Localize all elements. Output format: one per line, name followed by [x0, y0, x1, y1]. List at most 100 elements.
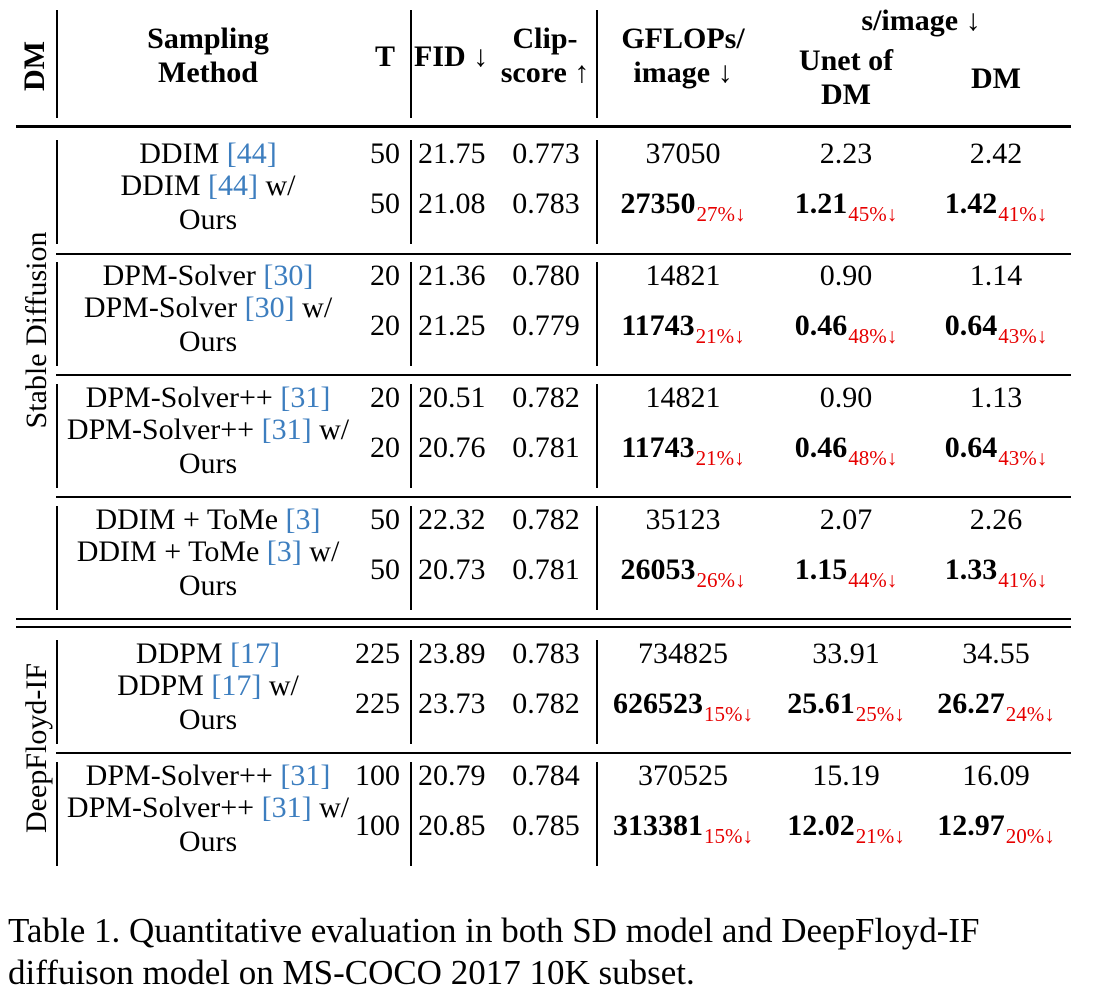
header-rule	[16, 125, 1071, 128]
method-line-ours: Ours	[178, 703, 238, 736]
header-unet-of-dm: Unet of DM	[798, 44, 894, 111]
bold-value: 313381	[613, 809, 703, 842]
gflops-value: 734825	[638, 637, 728, 670]
reduction-percent: 43%↓	[998, 446, 1048, 470]
bold-value: 11743	[621, 309, 695, 342]
reduction-percent: 21%↓	[695, 446, 745, 470]
reduction-percent: 44%↓	[848, 568, 898, 592]
block-rule	[410, 762, 412, 866]
gflops-value: 14821	[645, 259, 721, 292]
dm-time-value: 1.13	[969, 381, 1023, 414]
bold-value: 0.64	[944, 431, 998, 464]
method-line: DPM-Solver++ [31]	[85, 381, 331, 414]
group-label-deepfloyd-if: DeepFloyd-IF	[20, 663, 53, 833]
reduction-percent: 48%↓	[848, 324, 898, 348]
method-line-ours: Ours	[178, 325, 238, 358]
reduction-percent: 43%↓	[998, 324, 1048, 348]
method-line-ours: Ours	[178, 825, 238, 858]
dm-time-value: 0.6443%↓	[945, 309, 1048, 348]
method-line: DDPM [17] w/	[117, 669, 299, 702]
block-rule	[596, 640, 598, 744]
gflops-value: 62652315%↓	[613, 687, 753, 726]
clip-score-value: 0.782	[512, 381, 580, 414]
unet-time-value: 33.91	[812, 637, 880, 670]
unet-time-value: 25.6125%↓	[787, 687, 905, 726]
steps-t: 20	[370, 259, 400, 292]
steps-t: 20	[370, 381, 400, 414]
method-line-ours: Ours	[178, 447, 238, 480]
block-left-rule	[56, 640, 58, 744]
header-dm: DM	[18, 41, 51, 91]
gflops-value: 2735027%↓	[621, 187, 746, 226]
citation-link: [30]	[244, 291, 295, 324]
unet-time-value: 2.23	[819, 137, 873, 170]
steps-t: 50	[370, 553, 400, 586]
unet-time-value: 0.4648%↓	[794, 309, 898, 348]
method-line: DPM-Solver [30] w/	[83, 291, 333, 324]
citation-link: [30]	[263, 259, 314, 292]
fid-value: 20.76	[418, 431, 486, 464]
reduction-percent: 41%↓	[998, 568, 1048, 592]
block-rule	[410, 140, 412, 244]
header-divider	[410, 10, 412, 118]
reduction-percent: 15%↓	[704, 702, 753, 726]
unet-time-value: 15.19	[812, 759, 880, 792]
block-rule	[596, 506, 598, 610]
method-name: DDIM [44]	[139, 137, 276, 171]
block-left-rule	[56, 506, 58, 610]
fid-value: 20.79	[418, 759, 486, 792]
bold-value: 1.21	[794, 187, 848, 220]
steps-t: 20	[370, 309, 400, 342]
block-left-rule	[56, 140, 58, 244]
header-divider	[56, 10, 58, 118]
dm-time-value: 16.09	[962, 759, 1030, 792]
method-line: DDIM [44]	[139, 137, 277, 170]
dm-time-value: 12.9720%↓	[937, 809, 1055, 848]
clip-score-value: 0.784	[512, 759, 580, 792]
header-clip-score: Clip- score ↑	[500, 22, 590, 89]
dm-time-value: 0.6443%↓	[944, 431, 1048, 470]
block-left-rule	[56, 262, 58, 366]
fid-value: 21.08	[418, 187, 486, 220]
method-name: DDIM + ToMe [3]	[95, 503, 320, 537]
bold-value: 26.27	[937, 687, 1005, 720]
citation-link: [31]	[261, 791, 312, 824]
block-rule	[410, 640, 412, 744]
gflops-value: 14821	[645, 381, 721, 414]
dm-time-value: 2.26	[969, 503, 1023, 536]
clip-score-value: 0.781	[512, 431, 580, 464]
reduction-percent: 25%↓	[855, 702, 905, 726]
fid-value: 21.25	[418, 309, 486, 342]
gflops-value: 1174321%↓	[621, 309, 744, 348]
reduction-percent: 45%↓	[848, 202, 898, 226]
citation-link: [31]	[280, 759, 331, 792]
reduction-percent: 24%↓	[1005, 702, 1055, 726]
unet-time-value: 1.1544%↓	[795, 553, 898, 592]
header-gflops: GFLOPs/ image ↓	[621, 22, 745, 89]
reduction-percent: 20%↓	[1005, 824, 1055, 848]
group-rule	[56, 253, 1071, 255]
reduction-percent: 48%↓	[848, 446, 898, 470]
clip-score-value: 0.782	[512, 503, 580, 536]
dm-time-value: 1.4241%↓	[945, 187, 1048, 226]
gflops-value: 31338115%↓	[613, 809, 753, 848]
model-separator-rule	[16, 618, 1071, 620]
bold-value: 0.46	[794, 309, 848, 342]
steps-t: 100	[355, 809, 400, 842]
method-line: DDIM + ToMe [3] w/	[76, 535, 340, 568]
method-line-ours: Ours	[178, 569, 238, 602]
clip-score-value: 0.773	[512, 137, 580, 170]
clip-score-value: 0.781	[512, 553, 580, 586]
citation-link: [17]	[230, 637, 281, 670]
method-name: DPM-Solver [30] w/Ours	[84, 291, 332, 359]
fid-value: 22.32	[418, 503, 486, 536]
citation-link: [31]	[261, 413, 312, 446]
steps-t: 50	[370, 503, 400, 536]
citation-link: [44]	[208, 169, 258, 202]
bold-value: 12.97	[937, 809, 1005, 842]
method-name: DPM-Solver++ [31]	[86, 381, 331, 415]
block-rule	[410, 506, 412, 610]
fid-value: 21.75	[418, 137, 486, 170]
citation-link: [3]	[285, 503, 321, 536]
steps-t: 225	[355, 637, 400, 670]
